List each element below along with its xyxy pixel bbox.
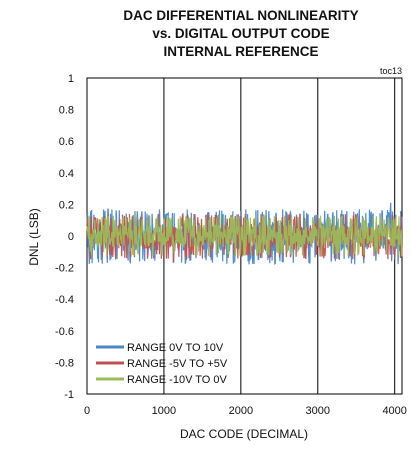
legend: RANGE 0V TO 10V RANGE -5V TO +5V RANGE -…	[96, 342, 228, 386]
x-tick-label-3: 3000	[306, 405, 330, 417]
y-tick-label-7: -0.4	[55, 294, 74, 306]
legend-entry-range-5-5: RANGE -5V TO +5V	[96, 358, 228, 370]
x-tick-label-1: 1000	[152, 405, 176, 417]
y-tick-labels: 1 0.8 0.6 0.4 0.2 0 -0.2 -0.4 -0.6 -0.8 -1	[55, 73, 74, 401]
y-axis-label: DNL (LSB)	[27, 208, 41, 266]
x-axis-label: DAC CODE (DECIMAL)	[180, 427, 308, 441]
figure-tag: toc13	[380, 66, 402, 76]
y-tick-label-5: 0	[68, 231, 74, 243]
title-line-2: vs. DIGITAL OUTPUT CODE	[152, 26, 329, 41]
legend-label-range-0-10: RANGE 0V TO 10V	[127, 342, 224, 354]
y-tick-label-8: -0.6	[55, 326, 74, 338]
legend-label-range-10-0: RANGE -10V TO 0V	[127, 374, 228, 386]
x-tick-label-4: 4000	[382, 405, 406, 417]
legend-entry-range-10-0: RANGE -10V TO 0V	[96, 374, 228, 386]
y-tick-label-1: 0.8	[59, 105, 74, 117]
y-tick-label-3: 0.4	[59, 168, 74, 180]
data-series	[86, 202, 403, 266]
title-line-1: DAC DIFFERENTIAL NONLINEARITY	[123, 8, 358, 23]
x-tick-label-0: 0	[84, 405, 90, 417]
y-tick-label-6: -0.2	[55, 263, 74, 275]
chart-title: DAC DIFFERENTIAL NONLINEARITY vs. DIGITA…	[123, 8, 358, 59]
y-tick-label-2: 0.6	[59, 136, 74, 148]
series-line-2	[86, 213, 403, 257]
legend-label-range-5-5: RANGE -5V TO +5V	[127, 358, 228, 370]
x-tick-label-2: 2000	[229, 405, 253, 417]
x-tick-labels: 0 1000 2000 3000 4000	[84, 405, 407, 417]
y-tick-label-9: -0.8	[55, 357, 74, 369]
y-tick-label-10: -1	[64, 389, 74, 401]
y-tick-label-0: 1	[68, 73, 74, 85]
title-line-3: INTERNAL REFERENCE	[163, 44, 318, 59]
y-tick-label-4: 0.2	[59, 199, 74, 211]
legend-entry-range-0-10: RANGE 0V TO 10V	[96, 342, 224, 354]
